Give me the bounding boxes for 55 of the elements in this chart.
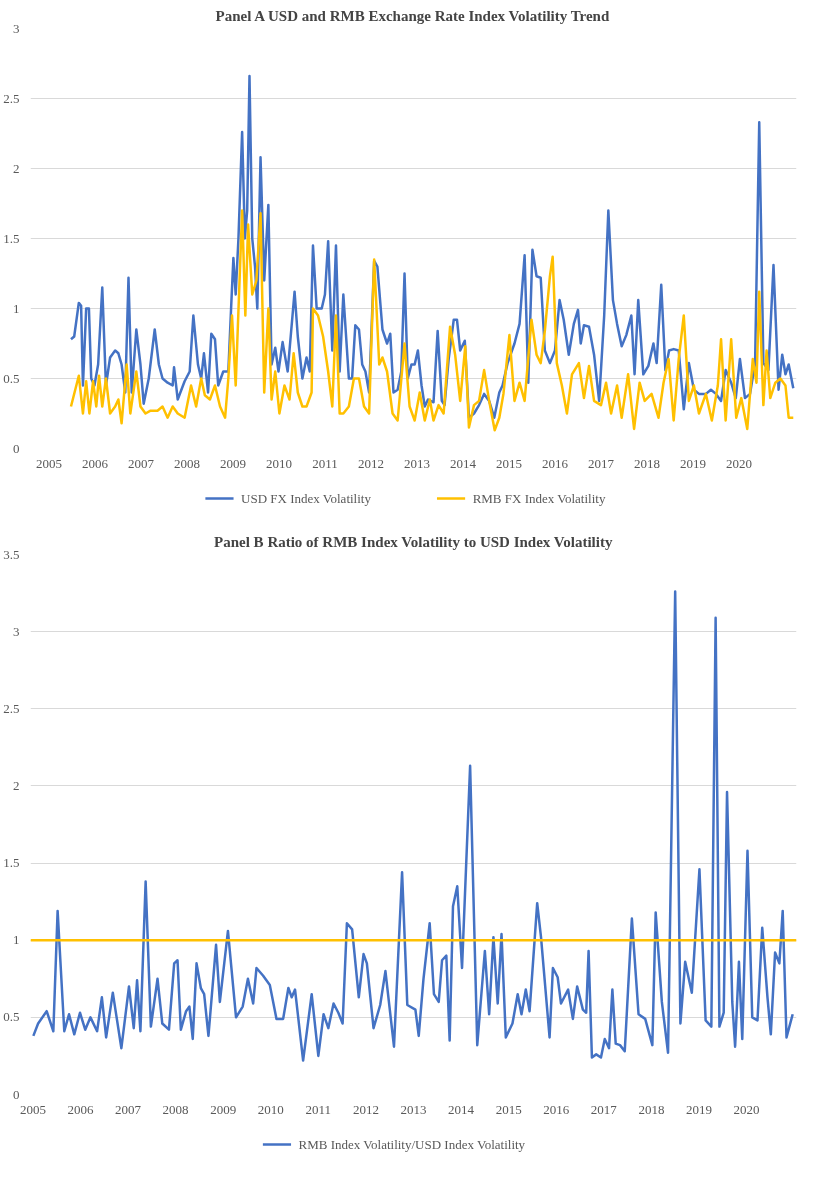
x-tick-label: 2007 [127, 455, 155, 471]
x-tick-label: 2017 [590, 1101, 618, 1117]
y-tick-label: 0 [13, 440, 20, 456]
x-tick-label: 2009 [219, 455, 246, 471]
x-tick-label: 2012 [357, 455, 384, 471]
y-tick-label: 1.5 [3, 855, 20, 871]
x-tick-label: 2019 [679, 455, 706, 471]
x-tick-label: 2018 [633, 455, 660, 471]
y-tick-label: 2.5 [3, 90, 20, 106]
x-tick-label: 2010 [257, 1101, 284, 1117]
x-tick-label: 2015 [495, 1101, 522, 1117]
x-tick-label: 2014 [448, 1101, 475, 1117]
x-tick-label: 2010 [265, 455, 292, 471]
x-tick-label: 2018 [638, 1101, 665, 1117]
legend-label: RMB Index Volatility/USD Index Volatility [298, 1137, 526, 1152]
x-tick-label: 2011 [312, 455, 338, 471]
x-tick-label: 2013 [403, 455, 430, 471]
x-tick-label: 2008 [173, 455, 200, 471]
line-series [69, 74, 795, 419]
y-tick-label: 2.5 [3, 700, 20, 716]
x-tick-label: 2005 [35, 455, 62, 471]
y-tick-label: 0.5 [3, 1009, 20, 1025]
x-tick-label: 2015 [495, 455, 522, 471]
legend-label: USD FX Index Volatility [241, 491, 372, 506]
x-tick-label: 2006 [81, 455, 109, 471]
x-tick-label: 2020 [725, 455, 752, 471]
x-tick-label: 2006 [67, 1101, 94, 1117]
line-series [32, 590, 794, 1062]
y-tick-label: 1.5 [3, 230, 20, 246]
x-tick-label: 2009 [210, 1101, 237, 1117]
x-tick-label: 2005 [19, 1101, 46, 1117]
x-tick-label: 2017 [587, 455, 615, 471]
y-tick-label: 3.5 [3, 546, 20, 562]
chart-title: Panel B Ratio of RMB Index Volatility to USD Index Volatility [214, 533, 613, 550]
x-tick-label: 2007 [115, 1101, 142, 1117]
y-tick-label: 0.5 [3, 370, 20, 386]
y-tick-label: 2 [13, 777, 20, 793]
y-tick-label: 2 [13, 160, 20, 176]
y-tick-label: 1 [13, 300, 20, 316]
y-tick-label: 1 [13, 932, 20, 948]
x-tick-label: 2020 [733, 1101, 760, 1117]
x-tick-label: 2016 [543, 1101, 570, 1117]
y-tick-label: 3 [13, 623, 20, 639]
y-tick-label: 3 [13, 20, 20, 36]
x-tick-label: 2016 [541, 455, 569, 471]
x-tick-label: 2013 [400, 1101, 427, 1117]
x-tick-label: 2019 [685, 1101, 712, 1117]
legend-label: RMB FX Index Volatility [472, 491, 606, 506]
chart-title: Panel A USD and RMB Exchange Rate Index Volatility Trend [215, 7, 610, 24]
x-tick-label: 2008 [162, 1101, 189, 1117]
y-tick-label: 0 [13, 1086, 20, 1102]
x-tick-label: 2012 [352, 1101, 379, 1117]
x-tick-label: 2011 [305, 1101, 332, 1117]
x-tick-label: 2014 [449, 455, 477, 471]
line-series [69, 209, 795, 432]
